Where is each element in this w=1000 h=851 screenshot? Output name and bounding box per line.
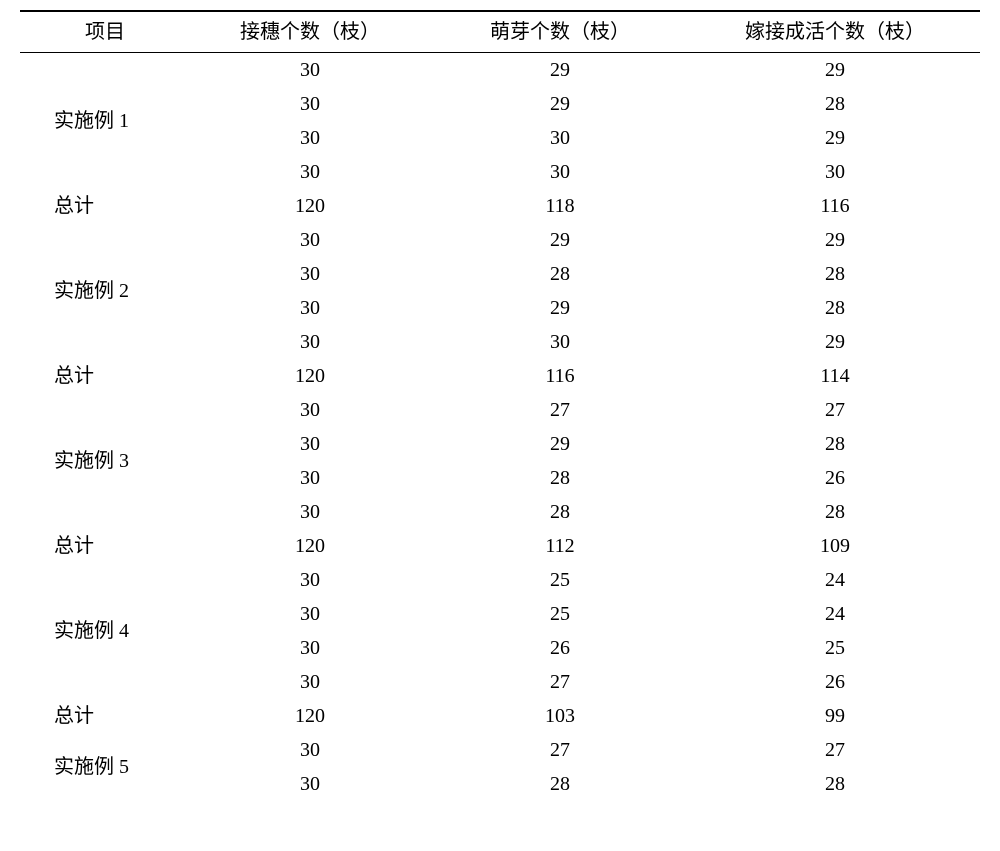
cell-alive: 27 bbox=[690, 733, 980, 767]
cell-sprout: 26 bbox=[430, 631, 690, 665]
cell-scion: 30 bbox=[190, 257, 430, 291]
total-label: 总计 bbox=[20, 529, 190, 563]
table-row: 实施例 1 30 29 29 bbox=[20, 53, 980, 88]
cell-scion: 30 bbox=[190, 87, 430, 121]
cell-alive: 28 bbox=[690, 427, 980, 461]
table-total-row: 总计 120 103 99 bbox=[20, 699, 980, 733]
cell-scion: 120 bbox=[190, 189, 430, 223]
table-body: 实施例 1 30 29 29 30 29 28 30 30 29 30 30 3… bbox=[20, 53, 980, 802]
cell-scion: 30 bbox=[190, 223, 430, 257]
cell-alive: 24 bbox=[690, 597, 980, 631]
cell-alive: 116 bbox=[690, 189, 980, 223]
group-label: 实施例 5 bbox=[20, 733, 190, 801]
cell-scion: 120 bbox=[190, 529, 430, 563]
group-label: 实施例 4 bbox=[20, 563, 190, 699]
cell-scion: 30 bbox=[190, 665, 430, 699]
col-header-alive: 嫁接成活个数（枝） bbox=[690, 11, 980, 53]
table-row: 实施例 2 30 29 29 bbox=[20, 223, 980, 257]
total-label: 总计 bbox=[20, 699, 190, 733]
cell-alive: 28 bbox=[690, 291, 980, 325]
cell-sprout: 28 bbox=[430, 461, 690, 495]
cell-scion: 30 bbox=[190, 597, 430, 631]
cell-alive: 114 bbox=[690, 359, 980, 393]
cell-sprout: 27 bbox=[430, 733, 690, 767]
cell-scion: 30 bbox=[190, 393, 430, 427]
cell-scion: 30 bbox=[190, 291, 430, 325]
col-header-scion: 接穗个数（枝） bbox=[190, 11, 430, 53]
cell-alive: 29 bbox=[690, 325, 980, 359]
group-label: 实施例 3 bbox=[20, 393, 190, 529]
cell-scion: 30 bbox=[190, 121, 430, 155]
group-label: 实施例 2 bbox=[20, 223, 190, 359]
cell-alive: 27 bbox=[690, 393, 980, 427]
cell-sprout: 30 bbox=[430, 121, 690, 155]
cell-sprout: 30 bbox=[430, 155, 690, 189]
cell-alive: 25 bbox=[690, 631, 980, 665]
cell-scion: 30 bbox=[190, 495, 430, 529]
cell-scion: 30 bbox=[190, 631, 430, 665]
cell-scion: 30 bbox=[190, 53, 430, 88]
table-total-row: 总计 120 116 114 bbox=[20, 359, 980, 393]
cell-scion: 30 bbox=[190, 427, 430, 461]
cell-alive: 28 bbox=[690, 257, 980, 291]
cell-alive: 24 bbox=[690, 563, 980, 597]
cell-scion: 30 bbox=[190, 155, 430, 189]
data-table: 项目 接穗个数（枝） 萌芽个数（枝） 嫁接成活个数（枝） 实施例 1 30 29… bbox=[20, 10, 980, 801]
cell-sprout: 25 bbox=[430, 597, 690, 631]
cell-alive: 26 bbox=[690, 665, 980, 699]
cell-sprout: 29 bbox=[430, 87, 690, 121]
cell-sprout: 30 bbox=[430, 325, 690, 359]
cell-alive: 29 bbox=[690, 121, 980, 155]
table-row: 实施例 3 30 27 27 bbox=[20, 393, 980, 427]
cell-scion: 30 bbox=[190, 767, 430, 801]
table-row: 实施例 5 30 27 27 bbox=[20, 733, 980, 767]
cell-sprout: 28 bbox=[430, 257, 690, 291]
cell-sprout: 29 bbox=[430, 427, 690, 461]
cell-scion: 120 bbox=[190, 359, 430, 393]
cell-sprout: 25 bbox=[430, 563, 690, 597]
col-header-item: 项目 bbox=[20, 11, 190, 53]
cell-sprout: 103 bbox=[430, 699, 690, 733]
cell-alive: 28 bbox=[690, 87, 980, 121]
cell-alive: 29 bbox=[690, 223, 980, 257]
cell-alive: 109 bbox=[690, 529, 980, 563]
cell-scion: 30 bbox=[190, 461, 430, 495]
cell-alive: 29 bbox=[690, 53, 980, 88]
cell-alive: 26 bbox=[690, 461, 980, 495]
cell-scion: 30 bbox=[190, 325, 430, 359]
table-header-row: 项目 接穗个数（枝） 萌芽个数（枝） 嫁接成活个数（枝） bbox=[20, 11, 980, 53]
cell-scion: 30 bbox=[190, 733, 430, 767]
table-row: 实施例 4 30 25 24 bbox=[20, 563, 980, 597]
cell-sprout: 27 bbox=[430, 393, 690, 427]
table-total-row: 总计 120 118 116 bbox=[20, 189, 980, 223]
total-label: 总计 bbox=[20, 189, 190, 223]
cell-sprout: 116 bbox=[430, 359, 690, 393]
group-label: 实施例 1 bbox=[20, 53, 190, 190]
cell-sprout: 29 bbox=[430, 53, 690, 88]
cell-scion: 120 bbox=[190, 699, 430, 733]
grafting-results-table: 项目 接穗个数（枝） 萌芽个数（枝） 嫁接成活个数（枝） 实施例 1 30 29… bbox=[20, 10, 980, 801]
cell-alive: 28 bbox=[690, 495, 980, 529]
cell-scion: 30 bbox=[190, 563, 430, 597]
cell-alive: 99 bbox=[690, 699, 980, 733]
cell-sprout: 27 bbox=[430, 665, 690, 699]
table-total-row: 总计 120 112 109 bbox=[20, 529, 980, 563]
cell-sprout: 112 bbox=[430, 529, 690, 563]
cell-sprout: 28 bbox=[430, 767, 690, 801]
cell-alive: 28 bbox=[690, 767, 980, 801]
cell-sprout: 29 bbox=[430, 291, 690, 325]
cell-sprout: 28 bbox=[430, 495, 690, 529]
cell-sprout: 118 bbox=[430, 189, 690, 223]
cell-sprout: 29 bbox=[430, 223, 690, 257]
total-label: 总计 bbox=[20, 359, 190, 393]
col-header-sprout: 萌芽个数（枝） bbox=[430, 11, 690, 53]
cell-alive: 30 bbox=[690, 155, 980, 189]
